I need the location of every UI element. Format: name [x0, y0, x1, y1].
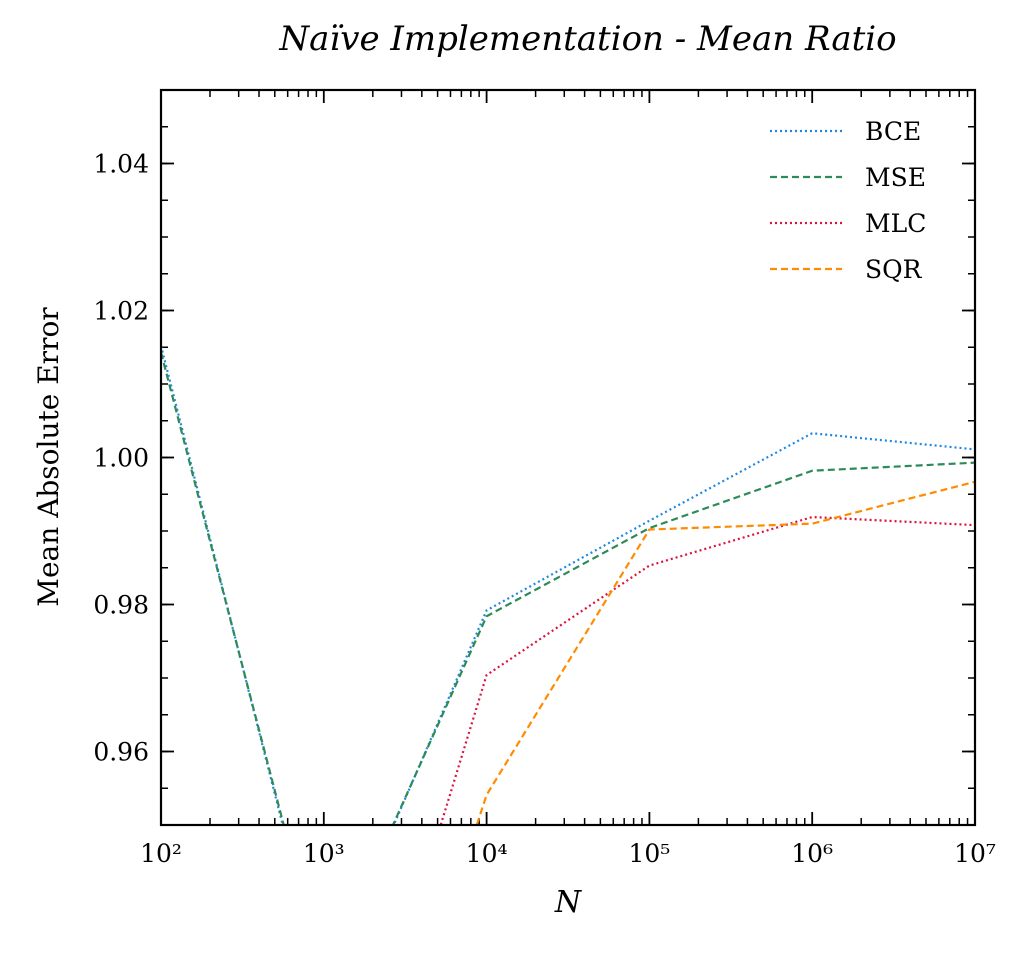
chart-title: Naïve Implementation - Mean Ratio: [278, 19, 896, 59]
legend-label: SQR: [865, 255, 923, 284]
series-line: [161, 352, 975, 825]
x-axis-label: N: [554, 885, 583, 920]
legend-label: BCE: [865, 117, 921, 146]
x-tick-label: 10²: [140, 839, 182, 868]
series-line: [161, 345, 975, 825]
y-tick-label: 1.00: [93, 444, 149, 473]
x-tick-label: 10⁶: [791, 839, 833, 868]
y-axis-label: Mean Absolute Error: [32, 307, 65, 607]
x-tick-label: 10⁴: [466, 839, 508, 868]
plot-frame: [159, 88, 977, 827]
x-tick-label: 10⁷: [954, 839, 996, 868]
legend-label: MSE: [865, 163, 926, 192]
y-tick-label: 0.96: [93, 738, 149, 767]
y-tick-label: 0.98: [93, 591, 149, 620]
y-tick-label: 1.04: [93, 150, 149, 179]
series-line: [475, 480, 975, 825]
x-tick-label: 10³: [303, 839, 345, 868]
series-line: [439, 515, 975, 825]
x-tick-label: 10⁵: [628, 839, 670, 868]
y-tick-label: 1.02: [93, 297, 149, 326]
series-group: [161, 345, 975, 825]
legend-label: MLC: [865, 209, 926, 238]
